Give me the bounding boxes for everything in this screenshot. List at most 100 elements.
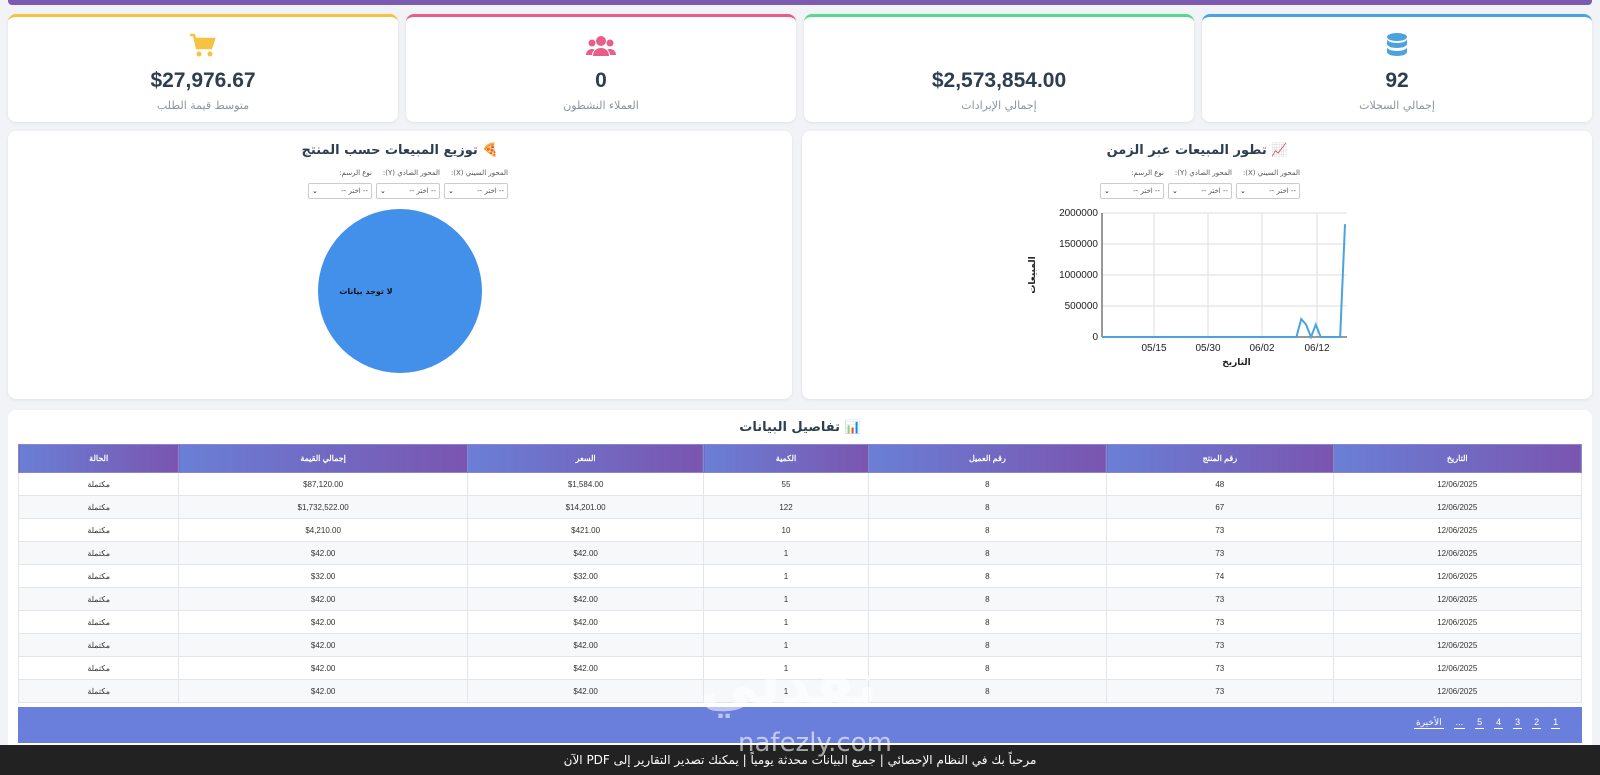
control-label: المحور السيني (X): [1242,169,1300,177]
pagination: الأخيرة... 5 4 3 2 1 [1414,717,1561,729]
y-tick-label: 1000000 [1059,270,1098,281]
chevron-down-icon: ⌄ [448,187,454,195]
table-cell: 8 [867,633,1108,657]
chevron-down-icon: ⌄ [312,187,318,195]
table-cell: 74 [1106,564,1334,588]
table-cell: مكتملة [17,610,180,634]
control-select[interactable]: -- اختر -- ⌄ [1168,183,1232,199]
page-link[interactable]: الأخيرة [1414,717,1444,729]
table-cell: $42.00 [466,633,705,657]
table-cell: 12/06/2025 [1332,679,1583,703]
table-cell: 12/06/2025 [1332,587,1583,611]
table-row: 12/06/2025 73 8 1 $42.00 $42.00 مكتملة [17,633,1583,657]
page-link[interactable]: 3 [1513,717,1523,729]
table-cell: 12/06/2025 [1332,633,1583,657]
page-link[interactable]: ... [1453,717,1466,729]
stat-value: $2,573,854.00 [931,69,1067,92]
table-cell: 73 [1106,518,1334,542]
stat-label: إجمالي الإيرادات [961,99,1037,112]
chevron-down-icon: ⌄ [1104,187,1110,195]
table-cell: $1,732,522.00 [178,495,468,519]
table-cell: مكتملة [17,495,180,519]
column-header[interactable]: الحالة [17,444,180,473]
stat-card: 0 العملاء النشطون [406,14,796,122]
table-cell: 12/06/2025 [1332,472,1583,496]
watermark-domain: nafezly.com [738,728,892,758]
chart-control: المحور السيني (X): -- اختر -- ⌄ [1236,169,1300,199]
stat-card: 92 إجمالي السجلات [1202,14,1592,122]
stat-label: إجمالي السجلات [1359,99,1435,112]
page-link[interactable]: 5 [1475,717,1485,729]
stat-value: 92 [1385,69,1409,92]
users-icon [586,31,616,61]
select-value: -- اختر -- [477,187,504,195]
x-tick-label: 05/30 [1195,343,1220,354]
table-cell: 55 [703,472,869,496]
control-select[interactable]: -- اختر -- ⌄ [376,183,440,199]
table-cell: 73 [1106,656,1334,680]
table-row: 12/06/2025 73 8 1 $42.00 $42.00 مكتملة [17,656,1583,680]
pie-chart-title: 🍕 توزيع المبيعات حسب المنتج [301,143,499,158]
column-header[interactable]: رقم العميل [867,444,1108,473]
table-cell: مكتملة [17,633,180,657]
table-cell: $14,201.00 [466,495,705,519]
table-cell: 122 [703,495,869,519]
table-row: 12/06/2025 73 8 1 $42.00 $42.00 مكتملة [17,541,1583,565]
table-cell: $42.00 [178,679,468,703]
table-cell: 12/06/2025 [1332,518,1583,542]
chevron-down-icon: ⌄ [380,187,386,195]
table-cell: مكتملة [17,656,180,680]
table-cell: $42.00 [466,656,705,680]
y-tick-label: 1500000 [1059,239,1098,250]
control-label: المحور السيني (X): [450,169,508,177]
page-link[interactable]: 4 [1494,717,1504,729]
page-link[interactable]: 2 [1532,717,1542,729]
control-select[interactable]: -- اختر -- ⌄ [1100,183,1164,199]
table-cell: 1 [703,656,869,680]
control-select[interactable]: -- اختر -- ⌄ [444,183,508,199]
x-tick-label: 05/15 [1141,343,1166,354]
table-cell: 8 [867,472,1108,496]
table-cell: 12/06/2025 [1332,564,1583,588]
cart-icon [189,31,217,61]
table-cell: 12/06/2025 [1332,495,1583,519]
chart-control: المحور الصادي (Y): -- اختر -- ⌄ [1168,169,1232,199]
column-header[interactable]: الكمية [703,444,869,473]
table-cell: 48 [1106,472,1334,496]
table-cell: مكتملة [17,518,180,542]
top-accent-bar [8,0,1592,5]
table-cell: 8 [867,656,1108,680]
table-cell: 73 [1106,679,1334,703]
page-link[interactable]: 1 [1551,717,1561,729]
table-cell: 8 [867,495,1108,519]
table-cell: $42.00 [178,587,468,611]
table-cell: 1 [703,587,869,611]
table-cell: مكتملة [17,564,180,588]
column-header[interactable]: إجمالي القيمة [178,444,468,473]
chart-control: المحور الصادي (Y): -- اختر -- ⌄ [376,169,440,199]
y-tick-label: 500000 [1065,301,1099,312]
table-cell: 73 [1106,633,1334,657]
column-header[interactable]: رقم المنتج [1106,444,1334,473]
column-header[interactable]: التاريخ [1332,444,1583,473]
y-tick-label: 0 [1092,332,1098,343]
table-cell: $42.00 [178,633,468,657]
table-row: 12/06/2025 48 8 55 $1,584.00 $87,120.00 مكتملة [17,472,1583,496]
table-cell: 8 [867,610,1108,634]
control-label: المحور الصادي (Y): [1174,169,1232,177]
table-cell: $42.00 [178,656,468,680]
table-cell: $42.00 [178,541,468,565]
line-chart: 0 500000 1000000 1500000 2000000 05/15 05/30 06… [1028,208,1347,368]
control-label: نوع الرسم: [1131,169,1164,177]
column-header[interactable]: السعر [466,444,705,473]
control-select[interactable]: -- اختر -- ⌄ [308,183,372,199]
control-select[interactable]: -- اختر -- ⌄ [1236,183,1300,199]
table-cell: $32.00 [466,564,705,588]
control-label: نوع الرسم: [339,169,372,177]
y-tick-label: 2000000 [1059,208,1098,219]
pie-chart: لا توجد بيانات [318,209,482,373]
table-cell: 1 [703,541,869,565]
control-label: المحور الصادي (Y): [382,169,440,177]
table-cell: 1 [703,610,869,634]
select-value: -- اختر -- [1201,187,1228,195]
